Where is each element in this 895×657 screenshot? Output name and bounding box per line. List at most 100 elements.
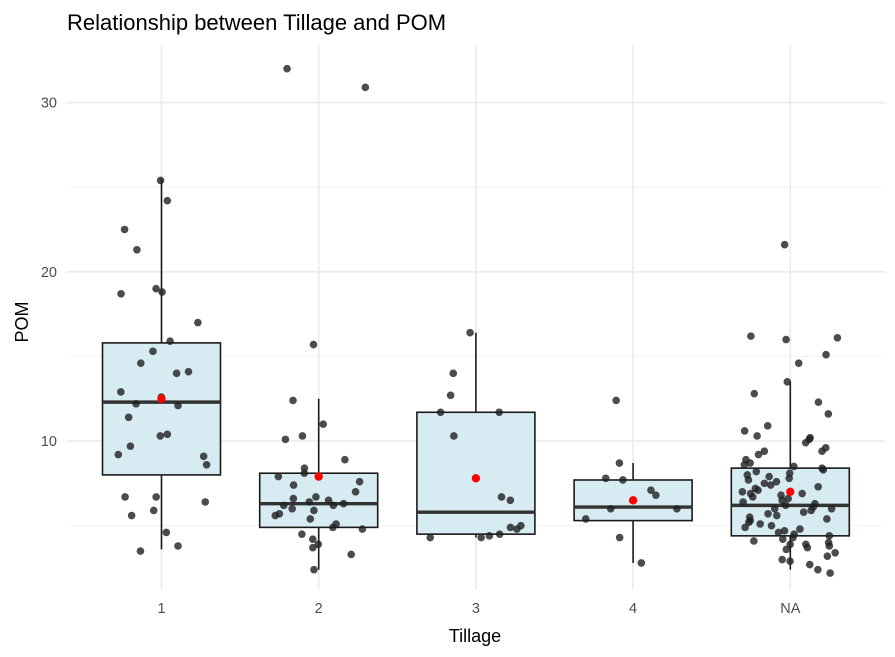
data-point: [606, 504, 615, 513]
data-point: [149, 506, 158, 515]
data-point: [818, 447, 826, 456]
data-point: [306, 515, 315, 523]
data-point: [163, 430, 172, 439]
data-point: [513, 525, 521, 533]
data-point: [782, 545, 791, 554]
data-point: [615, 459, 624, 467]
x-tick-label: 2: [315, 601, 323, 617]
data-point: [738, 488, 747, 496]
data-point: [436, 408, 445, 417]
data-point: [477, 533, 485, 542]
data-point: [825, 542, 834, 550]
data-point: [288, 504, 296, 513]
x-tick-labels: 1 2 3 4 NA: [157, 601, 800, 617]
data-point: [117, 290, 125, 298]
mean-point: [786, 487, 795, 497]
data-point: [361, 83, 370, 92]
data-point: [310, 506, 318, 515]
data-point: [289, 396, 297, 405]
data-point: [199, 452, 208, 461]
data-point: [158, 288, 166, 296]
data-point: [300, 469, 309, 478]
data-point: [740, 427, 749, 435]
boxes-layer: [101, 178, 851, 570]
data-point: [784, 494, 792, 503]
data-point: [156, 176, 165, 185]
data-point: [449, 369, 458, 378]
data-point: [166, 337, 174, 345]
data-point: [772, 477, 781, 486]
data-point: [794, 359, 803, 367]
data-point: [652, 491, 660, 500]
data-point: [752, 467, 761, 476]
data-point: [753, 432, 761, 440]
data-point: [341, 455, 349, 464]
data-point: [783, 378, 792, 386]
data-point: [822, 350, 830, 359]
data-point: [310, 565, 318, 574]
data-point: [309, 340, 318, 349]
data-point: [819, 466, 828, 474]
data-point: [426, 533, 435, 542]
data-point: [201, 498, 210, 506]
data-point: [497, 493, 506, 501]
points-layer: [114, 64, 842, 577]
data-point: [506, 523, 515, 532]
data-point: [615, 533, 624, 542]
data-point: [446, 391, 455, 400]
data-point: [826, 569, 834, 577]
data-point: [799, 508, 808, 516]
data-point: [789, 533, 797, 542]
data-point: [798, 489, 807, 498]
data-point: [121, 493, 129, 501]
y-tick-label: 20: [41, 265, 57, 281]
data-point: [339, 499, 348, 508]
data-point: [274, 472, 283, 481]
x-tick-label: 4: [629, 601, 637, 617]
y-axis-title: POM: [12, 301, 32, 342]
data-point: [780, 526, 789, 535]
box: [416, 411, 536, 535]
data-point: [137, 359, 145, 367]
data-point: [601, 474, 610, 483]
data-point: [781, 501, 790, 510]
data-point: [774, 528, 783, 537]
data-point: [163, 196, 172, 205]
data-point: [647, 486, 655, 494]
y-tick-label: 30: [41, 96, 57, 112]
data-point: [133, 245, 141, 254]
y-tick-labels: 10 20 30: [41, 96, 57, 451]
data-point: [271, 511, 280, 520]
data-point: [773, 511, 781, 520]
data-point: [324, 496, 333, 505]
mean-point: [471, 474, 481, 483]
data-point: [152, 493, 160, 501]
data-point: [305, 498, 314, 506]
data-point: [506, 496, 515, 505]
data-point: [314, 540, 323, 549]
data-point: [778, 535, 787, 544]
data-point: [823, 515, 831, 523]
data-point: [450, 432, 458, 440]
data-point: [766, 481, 775, 489]
data-point: [289, 481, 298, 489]
box: [101, 342, 222, 476]
data-point: [767, 521, 776, 530]
data-point: [114, 450, 123, 459]
data-point: [312, 493, 320, 501]
chart-title: Relationship between Tillage and POM: [67, 10, 446, 35]
data-point: [298, 432, 307, 440]
mean-point: [157, 394, 166, 403]
data-point: [782, 335, 790, 344]
data-point: [612, 396, 620, 405]
mean-point: [314, 472, 323, 481]
data-point: [824, 410, 833, 418]
data-point: [126, 442, 135, 450]
data-point: [117, 388, 125, 396]
x-tick-label: 3: [472, 601, 480, 617]
data-point: [329, 501, 338, 510]
data-point: [765, 472, 773, 481]
data-point: [823, 552, 832, 560]
data-point: [149, 347, 157, 356]
